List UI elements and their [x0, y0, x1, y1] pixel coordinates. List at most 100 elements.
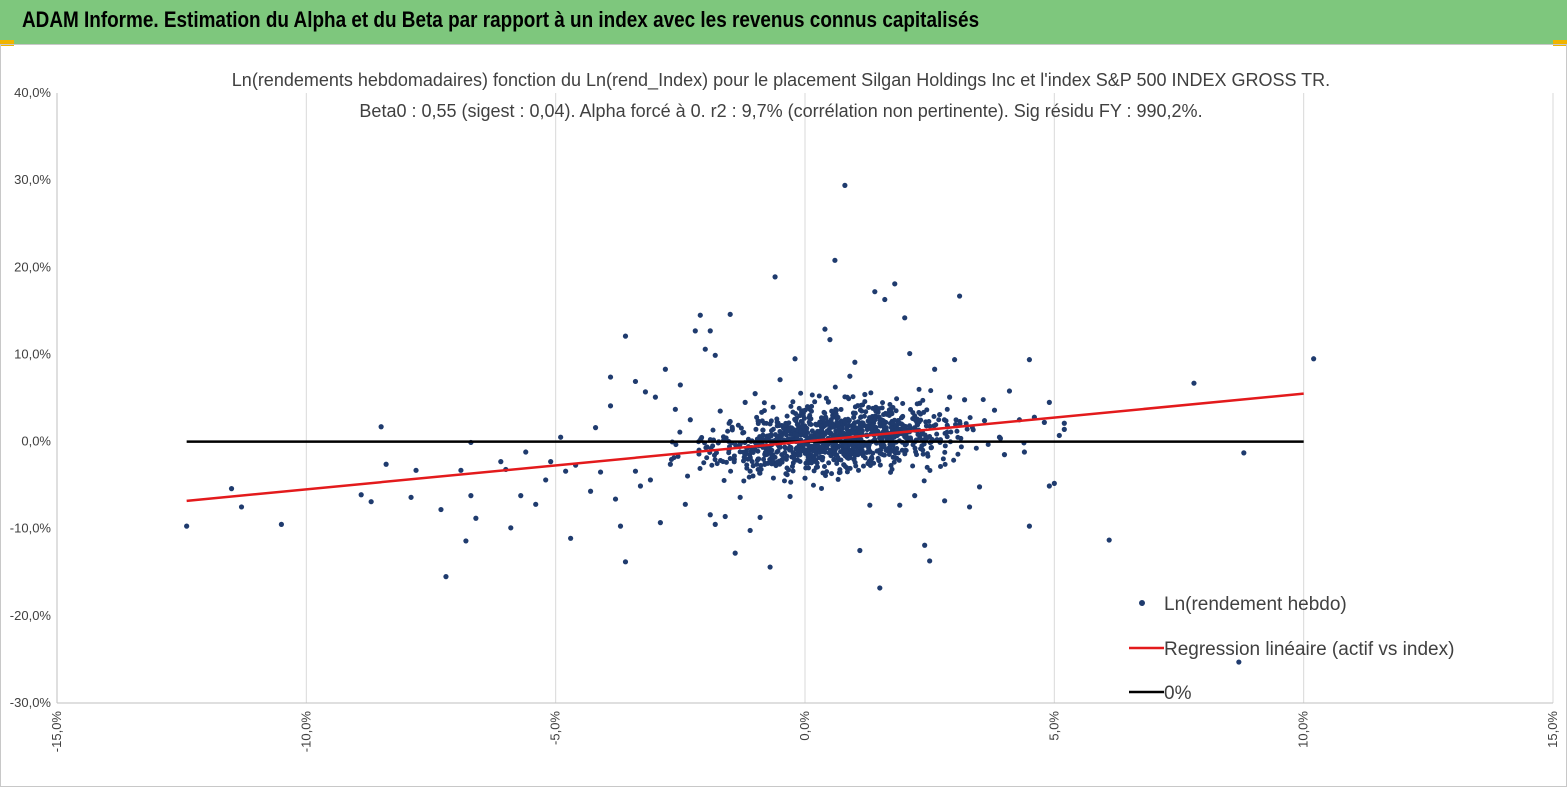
- data-point: [642, 389, 649, 395]
- data-point: [851, 457, 857, 463]
- data-point: [795, 457, 801, 463]
- data-point: [808, 408, 814, 414]
- data-point: [1051, 480, 1057, 486]
- data-point: [872, 417, 878, 423]
- data-point: [413, 467, 419, 473]
- data-point: [800, 408, 806, 414]
- data-point: [881, 443, 887, 449]
- y-tick-label: -20,0%: [10, 608, 52, 623]
- data-point: [797, 413, 803, 419]
- data-point: [825, 442, 831, 448]
- data-point: [877, 462, 883, 468]
- data-point: [806, 415, 812, 421]
- data-point: [779, 459, 785, 465]
- data-point: [662, 366, 668, 372]
- data-point: [858, 443, 864, 449]
- legend-label-regression: Regression linéaire (actif vs index): [1164, 639, 1454, 660]
- data-point: [752, 391, 758, 397]
- data-point: [1046, 399, 1052, 405]
- data-point: [896, 457, 902, 463]
- data-point: [954, 428, 960, 434]
- data-point: [757, 470, 763, 476]
- data-point: [943, 418, 949, 424]
- data-point: [1236, 659, 1242, 665]
- data-point: [942, 449, 948, 455]
- data-point: [819, 485, 825, 491]
- data-point: [811, 443, 817, 449]
- data-point: [838, 406, 844, 412]
- data-point: [767, 421, 773, 427]
- data-point: [747, 456, 753, 462]
- data-point: [228, 486, 235, 492]
- data-point: [924, 464, 930, 470]
- data-point: [607, 403, 614, 409]
- data-point: [890, 405, 896, 411]
- data-point: [891, 459, 897, 465]
- data-point: [833, 406, 839, 412]
- data-point: [772, 274, 778, 280]
- data-point: [900, 400, 906, 406]
- data-point: [881, 412, 887, 418]
- data-point: [443, 574, 449, 580]
- data-point: [832, 257, 838, 263]
- data-point: [913, 449, 919, 455]
- data-point: [843, 448, 849, 454]
- data-point: [731, 453, 737, 459]
- data-point: [761, 456, 767, 462]
- data-point: [809, 392, 815, 398]
- data-point: [856, 425, 862, 431]
- data-point: [709, 462, 715, 468]
- data-point: [862, 391, 868, 398]
- data-point: [657, 520, 663, 526]
- data-point: [732, 550, 738, 556]
- data-point: [498, 459, 504, 465]
- data-point: [742, 399, 748, 405]
- data-point: [863, 409, 869, 415]
- data-point: [568, 535, 574, 541]
- data-point: [902, 315, 908, 321]
- x-tick-label: 5,0%: [1046, 711, 1061, 741]
- data-point: [667, 461, 673, 467]
- data-point: [750, 463, 756, 469]
- data-point: [726, 420, 732, 426]
- data-point: [802, 475, 808, 481]
- data-point: [892, 455, 898, 461]
- data-point: [857, 429, 863, 435]
- data-point: [652, 394, 659, 400]
- data-point: [951, 457, 957, 463]
- data-point: [790, 460, 796, 466]
- data-point: [737, 494, 743, 500]
- data-point: [756, 456, 762, 462]
- data-point: [632, 468, 639, 474]
- data-point: [910, 463, 916, 469]
- data-point: [916, 410, 922, 416]
- data-point: [543, 477, 549, 483]
- data-point: [920, 397, 926, 403]
- data-point: [791, 453, 797, 459]
- x-tick-label: -5,0%: [548, 711, 563, 745]
- x-tick-label: 10,0%: [1296, 711, 1311, 748]
- data-point: [921, 409, 927, 415]
- data-point: [827, 337, 833, 343]
- data-point: [835, 428, 841, 434]
- data-point: [952, 357, 958, 363]
- data-point: [800, 413, 806, 419]
- data-point: [714, 461, 720, 467]
- data-point: [932, 366, 938, 372]
- data-point: [892, 281, 898, 287]
- data-point: [899, 414, 905, 420]
- data-point: [831, 457, 837, 463]
- data-point: [794, 432, 800, 438]
- data-point: [637, 483, 644, 489]
- data-point: [842, 464, 848, 470]
- data-point: [741, 478, 747, 484]
- y-tick-label: -10,0%: [10, 521, 52, 536]
- data-point: [762, 449, 768, 455]
- data-point: [632, 378, 639, 385]
- data-point: [747, 468, 753, 474]
- data-point: [458, 467, 464, 473]
- data-point: [873, 408, 879, 414]
- data-point: [799, 419, 805, 425]
- data-point: [1311, 356, 1317, 362]
- data-point: [828, 453, 834, 459]
